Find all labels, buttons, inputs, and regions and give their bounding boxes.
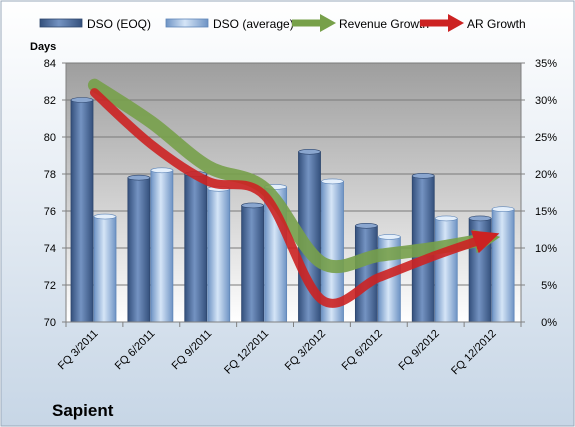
legend-item: AR Growth [420,14,526,32]
bar-dso-eoq [468,215,492,323]
right-tick-label: 35% [535,58,557,70]
legend-label: DSO (EOQ) [87,17,151,31]
left-axis-label: Days [30,41,56,53]
right-tick-label: 25% [535,132,557,144]
legend-item: DSO (EOQ) [39,17,151,31]
left-tick-label: 80 [44,132,56,144]
company-name: Sapient [52,401,114,420]
left-tick-label: 82 [44,95,56,107]
bar-dso-average [207,186,231,323]
bar-dso-average [93,213,117,323]
legend-arrow [320,14,336,32]
growth-lines [87,78,501,308]
left-tick-label: 76 [44,206,56,218]
right-tick-labels: 0% 5% 10% 15% 20% 25% 30% 35% [521,58,557,329]
right-tick-label: 0% [541,317,557,329]
bar-dso-average [434,215,458,323]
bar-dso-eoq [127,174,151,323]
right-tick-label: 10% [535,243,557,255]
bar-dso-eoq [70,97,94,323]
left-tick-label: 74 [44,243,56,255]
bar-dso-average [321,178,344,323]
left-tick-label: 72 [44,280,56,292]
legend-swatch [165,18,209,28]
legend-label: Revenue Growth [339,17,429,31]
bar-dso-eoq [241,202,265,323]
revenue-growth-line [87,78,501,274]
right-tick-label: 15% [535,206,557,218]
legend-item: DSO (average) [165,17,294,31]
legend-label: DSO (average) [213,17,294,31]
left-tick-label: 84 [44,58,56,70]
right-tick-label: 20% [535,169,557,181]
bar-dso-eoq [354,223,378,323]
bar-dso-average [150,167,174,323]
legend-swatch [39,18,83,28]
legend-arrow [448,14,464,32]
legend-label: AR Growth [467,17,526,31]
legend: DSO (EOQ) DSO (average) Revenue Growth AR G… [39,14,526,32]
left-tick-labels: 70 72 74 76 78 80 82 84 [44,58,56,329]
bar-dso-eoq [184,171,208,323]
left-tick-label: 70 [44,317,56,329]
bar-dso-average [491,206,515,323]
right-tick-label: 30% [535,95,557,107]
ar-growth-line [89,88,500,308]
right-tick-label: 5% [541,280,557,292]
left-tick-label: 78 [44,169,56,181]
legend-item: Revenue Growth [292,14,429,32]
